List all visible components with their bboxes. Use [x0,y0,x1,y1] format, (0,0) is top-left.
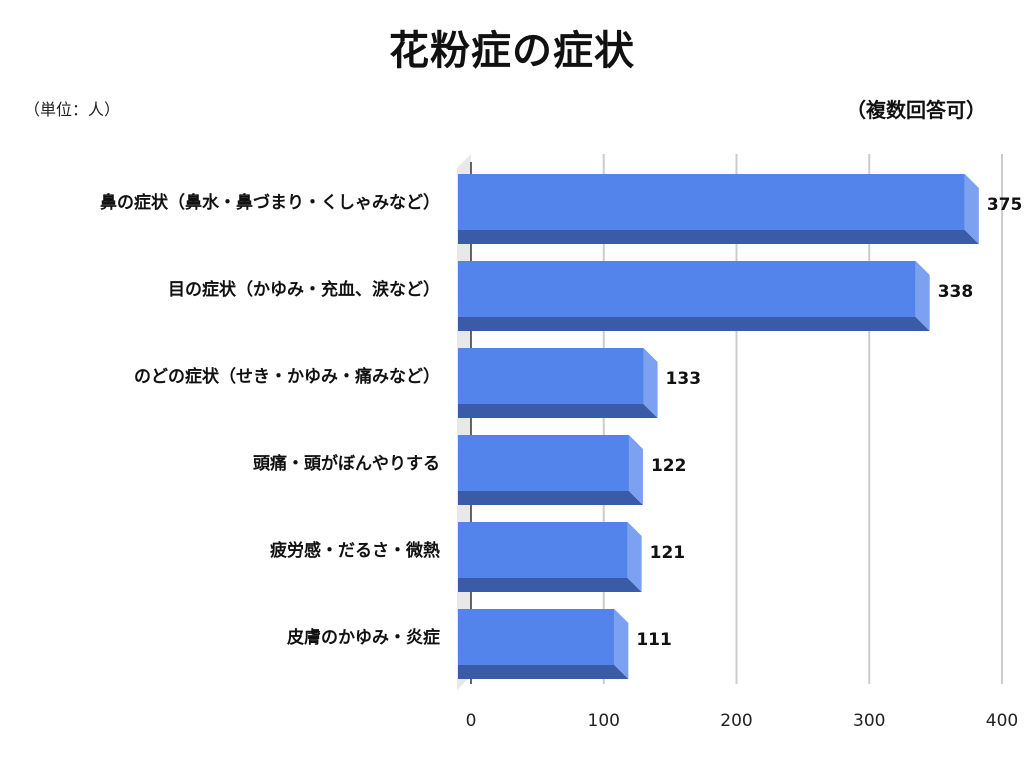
bar-value-label: 338 [938,282,974,302]
category-label: のどの症状（せき・かゆみ・痛みなど） [134,366,440,387]
category-label: 頭痛・頭がぼんやりする [253,453,440,474]
bar-value-label: 375 [987,195,1023,215]
bar [458,609,615,665]
bar-side-face [643,348,658,418]
category-label: 皮膚のかゆみ・炎症 [287,627,440,648]
category-label: 鼻の症状（鼻水・鼻づまり・くしゃみなど） [100,192,440,213]
bar-side-face [614,609,629,679]
bar-bottom-face [458,230,979,244]
bars [458,174,979,679]
bar [458,522,628,578]
bar [458,174,965,230]
chart-title: 花粉症の症状 [389,28,635,74]
bar-side-face [915,261,930,331]
bar-bottom-face [458,578,642,592]
category-label: 疲労感・だるさ・微熱 [270,540,440,561]
bar-value-label: 111 [636,630,672,650]
bar-bottom-face [458,491,643,505]
bar-side-face [628,435,643,505]
bar-side-face [627,522,642,592]
bar-side-face [964,174,979,244]
x-tick-label: 300 [853,711,885,731]
bar [458,435,629,491]
x-tick-label: 400 [986,711,1018,731]
multiple-answer-note: （複数回答可） [846,98,986,122]
bar-value-label: 122 [651,456,687,476]
category-label: 目の症状（かゆみ・充血、涙など） [168,279,440,300]
bar-bottom-face [458,404,658,418]
bar-bottom-face [458,317,930,331]
bar [458,348,644,404]
bar-value-label: 133 [666,369,702,389]
unit-label: （単位：人） [24,100,121,119]
bar-value-label: 121 [650,543,686,563]
x-tick-label: 100 [588,711,620,731]
bar-bottom-face [458,665,629,679]
x-tick-label: 0 [466,711,477,731]
labels: 0 100 200 300 400 375 鼻の症状（鼻水・鼻づまり・くしゃみなど） 338 目… [100,192,1022,731]
x-tick-label: 200 [720,711,752,731]
bar [458,261,916,317]
